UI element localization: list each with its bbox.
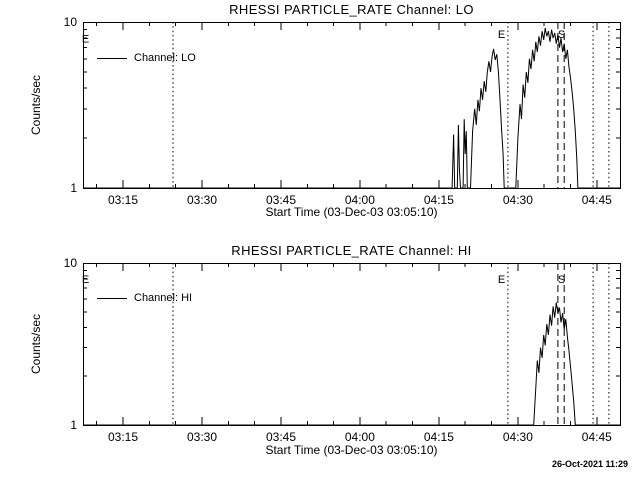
y-tick-label: 1: [70, 418, 77, 432]
x-tick-label: 04:00: [345, 193, 375, 207]
plot-frame: [83, 22, 621, 189]
y-tick-label: 10: [64, 256, 78, 270]
x-tick-label: 04:30: [503, 193, 533, 207]
x-tick-label: 03:15: [108, 193, 138, 207]
event-letter: E: [498, 274, 505, 286]
x-tick-label: 03:15: [108, 430, 138, 444]
legend-label-hi: Channel: HI: [134, 292, 193, 304]
x-axis-label-hi: Start Time (03-Dec-03 03:05:10): [265, 443, 438, 457]
y-axis-label-hi: Counts/sec: [29, 313, 43, 375]
event-letter: E: [82, 34, 89, 46]
y-tick-label: 10: [64, 15, 78, 29]
series-line: [83, 27, 620, 189]
x-axis-label-lo: Start Time (03-Dec-03 03:05:10): [265, 205, 438, 219]
y-axis-label-lo: Counts/sec: [29, 74, 43, 136]
x-tick-label: 04:45: [582, 193, 612, 207]
creation-timestamp: 26-Oct-2021 11:29: [551, 459, 628, 469]
x-tick-label: 03:30: [187, 193, 217, 207]
legend-label-lo: Channel: LO: [134, 52, 196, 64]
x-tick-label: 03:30: [187, 430, 217, 444]
event-letter: S: [558, 274, 565, 286]
chart-title-lo: RHESSI PARTICLE_RATE Channel: LO: [229, 2, 474, 17]
x-tick-label: 04:15: [424, 430, 454, 444]
event-letter: S: [558, 29, 565, 41]
y-tick-label: 1: [70, 181, 77, 195]
plot-frame: [83, 263, 621, 426]
chart-title-hi: RHESSI PARTICLE_RATE Channel: HI: [231, 243, 472, 258]
x-tick-label: 04:45: [582, 430, 612, 444]
legend-line-hi: [97, 297, 127, 299]
legend-hi: Channel: HI: [97, 292, 192, 304]
legend-line-lo: [97, 57, 127, 59]
x-tick-label: 04:15: [424, 193, 454, 207]
event-letter: E: [82, 274, 89, 286]
series-line: [83, 302, 620, 426]
x-tick-label: 03:45: [266, 193, 296, 207]
x-tick-label: 04:00: [345, 430, 375, 444]
legend-lo: Channel: LO: [97, 52, 196, 64]
x-tick-label: 03:45: [266, 430, 296, 444]
event-letter: E: [498, 29, 505, 41]
x-tick-label: 04:30: [503, 430, 533, 444]
